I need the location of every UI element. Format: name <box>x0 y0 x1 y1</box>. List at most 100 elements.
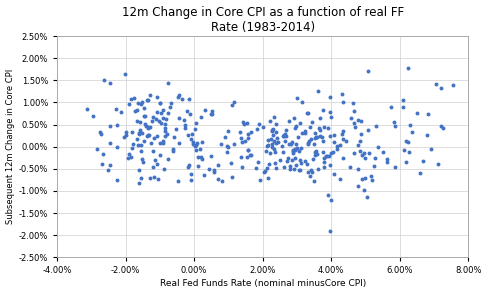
Point <box>367 174 375 178</box>
Point <box>262 143 270 148</box>
Point <box>314 89 321 94</box>
Point <box>372 124 379 128</box>
Point <box>185 96 193 101</box>
Point <box>97 131 105 136</box>
Point <box>318 134 326 139</box>
Point <box>156 141 164 145</box>
Point <box>269 126 277 131</box>
Point <box>269 133 277 137</box>
Point <box>273 136 281 140</box>
Point <box>296 167 303 172</box>
Point <box>301 158 309 163</box>
Point <box>157 121 165 126</box>
Point <box>264 176 272 181</box>
Point <box>281 133 288 137</box>
Point <box>263 165 271 170</box>
Point <box>324 193 332 198</box>
Point <box>327 150 335 155</box>
Point <box>331 172 338 177</box>
Point <box>184 133 192 137</box>
Point <box>306 124 314 129</box>
Point <box>96 130 104 135</box>
Point <box>374 145 382 149</box>
Point <box>313 135 321 140</box>
Point <box>138 130 146 135</box>
Point <box>224 149 231 154</box>
Point <box>155 119 163 123</box>
Point <box>161 129 169 134</box>
Point <box>193 141 201 145</box>
Point <box>342 139 350 144</box>
Point <box>305 138 313 143</box>
Point <box>214 163 222 168</box>
Point <box>320 165 328 169</box>
Point <box>142 123 150 128</box>
Point <box>192 143 200 148</box>
Point <box>146 133 153 137</box>
Point <box>339 155 347 160</box>
Point <box>315 167 322 172</box>
Point <box>139 156 147 161</box>
Point <box>127 154 135 159</box>
Point <box>419 158 427 163</box>
Point <box>272 140 280 145</box>
Point <box>405 65 412 70</box>
Point <box>364 127 372 132</box>
Point <box>307 136 315 141</box>
Point <box>296 158 304 162</box>
Point <box>159 116 167 121</box>
Point <box>296 121 303 126</box>
Point <box>89 114 97 119</box>
Point <box>288 140 296 144</box>
Point <box>121 72 129 76</box>
Point <box>181 123 188 128</box>
Point <box>319 150 327 155</box>
Point <box>363 195 371 199</box>
Point <box>160 166 168 171</box>
Point <box>161 122 169 127</box>
Point <box>207 112 215 116</box>
Point <box>139 160 147 164</box>
Point <box>320 124 328 129</box>
Point <box>289 148 297 152</box>
Point <box>131 109 139 114</box>
Point <box>175 93 183 98</box>
Point <box>159 107 167 112</box>
Point <box>174 95 182 99</box>
Point <box>156 153 164 158</box>
Point <box>296 168 304 173</box>
Point <box>437 124 445 128</box>
Point <box>406 123 414 128</box>
Point <box>399 104 407 109</box>
Point <box>292 141 300 146</box>
Point <box>416 171 424 176</box>
Point <box>317 116 324 121</box>
Point <box>406 149 413 154</box>
Point <box>291 156 299 161</box>
Point <box>228 103 236 108</box>
Point <box>325 153 333 158</box>
Point <box>106 81 114 86</box>
Point <box>198 157 206 162</box>
Point <box>144 125 151 130</box>
Point <box>291 148 299 152</box>
Point <box>192 120 200 125</box>
Point <box>227 161 235 166</box>
Point <box>351 125 358 129</box>
Point <box>336 143 343 147</box>
Point <box>187 177 195 182</box>
Point <box>357 118 365 123</box>
Point <box>368 177 375 182</box>
Point <box>284 155 292 160</box>
Point <box>141 113 149 118</box>
Point <box>141 121 149 126</box>
Point <box>117 110 125 114</box>
Point <box>257 178 264 182</box>
Point <box>360 188 368 193</box>
Point <box>140 114 148 119</box>
Point <box>312 148 319 153</box>
Point <box>271 150 279 155</box>
Point <box>268 128 276 133</box>
Point <box>281 131 289 136</box>
Point <box>210 168 218 172</box>
